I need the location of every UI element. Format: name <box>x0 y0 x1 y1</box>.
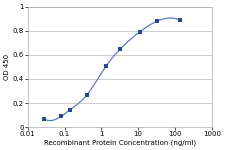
X-axis label: Recombinant Protein Concentration (ng/ml): Recombinant Protein Concentration (ng/ml… <box>44 139 196 146</box>
Y-axis label: OD 450: OD 450 <box>4 54 10 80</box>
